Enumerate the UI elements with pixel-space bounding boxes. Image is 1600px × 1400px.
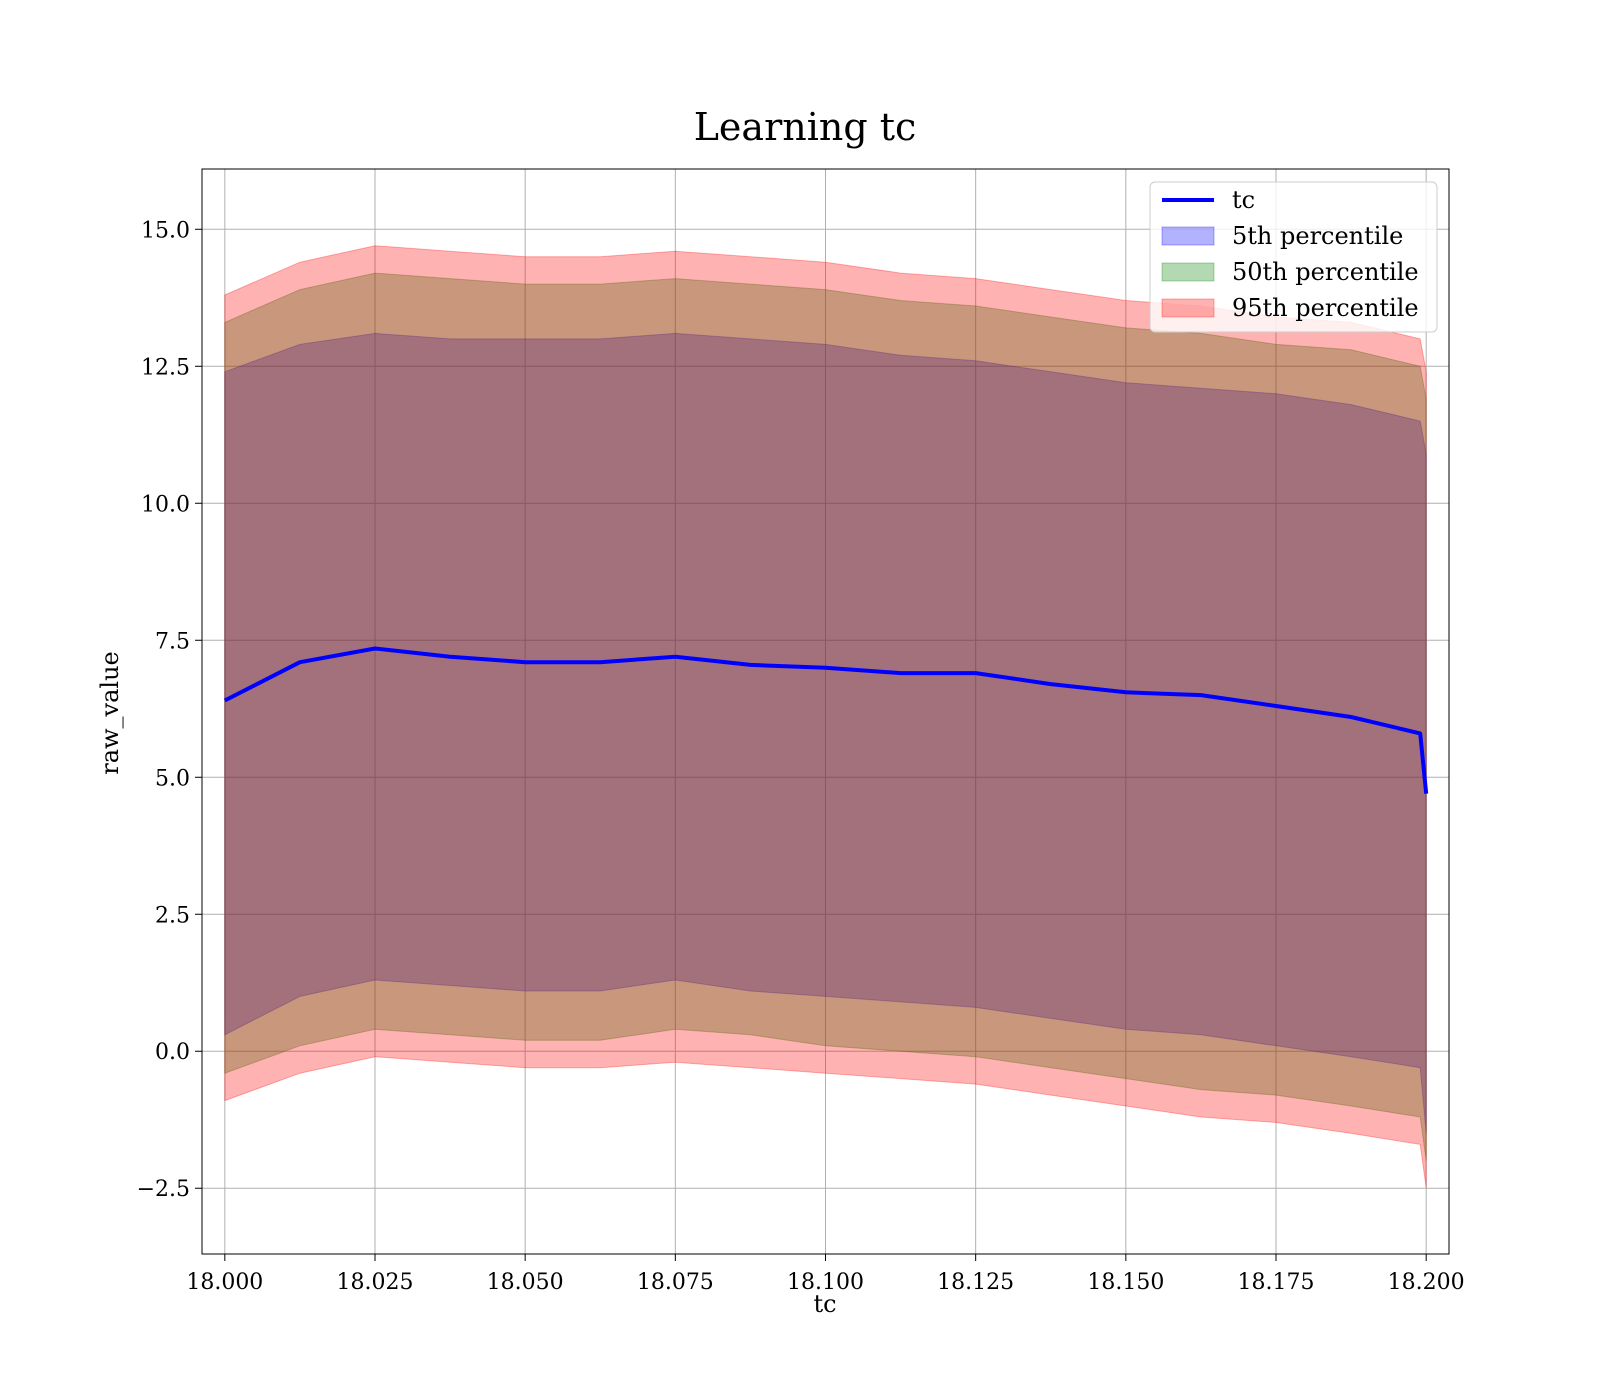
band-5th-percentile — [224, 332, 1427, 1134]
legend-swatch — [1161, 298, 1215, 318]
band-50th-percentile — [224, 272, 1427, 1161]
legend-label: tc — [1232, 186, 1255, 214]
y-tick-label: −2.5 — [137, 1177, 190, 1202]
x-tick-label: 18.000 — [186, 1270, 263, 1295]
legend-label: 5th percentile — [1232, 222, 1403, 250]
legend-label: 95th percentile — [1232, 294, 1419, 322]
series-line-tc — [223, 646, 1429, 794]
x-axis-label: tc — [813, 1290, 836, 1318]
x-tick-label: 18.150 — [1087, 1270, 1164, 1295]
x-tick-label: 18.050 — [487, 1270, 564, 1295]
y-tick-label: 15.0 — [141, 218, 190, 243]
y-tick-label: 0.0 — [155, 1040, 190, 1065]
legend-swatch — [1161, 262, 1215, 282]
x-tick-label: 18.075 — [637, 1270, 714, 1295]
x-axis-ticks: 18.000 18.025 18.050 18.075 18.100 18.125 18.1… — [186, 1254, 1465, 1295]
grid-lines — [202, 169, 1449, 1254]
y-axis-label: raw_value — [96, 651, 124, 775]
series-lines — [223, 646, 1429, 794]
y-axis-ticks: −2.5 0.0 2.5 5.0 7.5 10.0 12.5 15.0 — [137, 218, 202, 1202]
legend-box — [1149, 181, 1438, 333]
legend-swatch — [1161, 226, 1215, 246]
x-tick-label: 18.200 — [1388, 1270, 1465, 1295]
chart-title: Learning tc — [694, 105, 917, 149]
x-tick-label: 18.025 — [337, 1270, 414, 1295]
x-tick-label: 18.125 — [937, 1270, 1014, 1295]
y-tick-label: 2.5 — [155, 903, 190, 928]
x-tick-label: 18.100 — [787, 1270, 864, 1295]
percentile-bands — [224, 245, 1427, 1189]
legend: tc 5th percentile 50th percentile 95th perc… — [1149, 181, 1438, 333]
band-95th-percentile — [224, 245, 1427, 1189]
y-tick-label: 12.5 — [141, 355, 190, 380]
y-tick-label: 10.0 — [141, 492, 190, 517]
legend-label: 50th percentile — [1232, 258, 1419, 286]
x-tick-label: 18.175 — [1238, 1270, 1315, 1295]
y-tick-label: 7.5 — [155, 629, 190, 654]
y-tick-label: 5.0 — [155, 766, 190, 791]
